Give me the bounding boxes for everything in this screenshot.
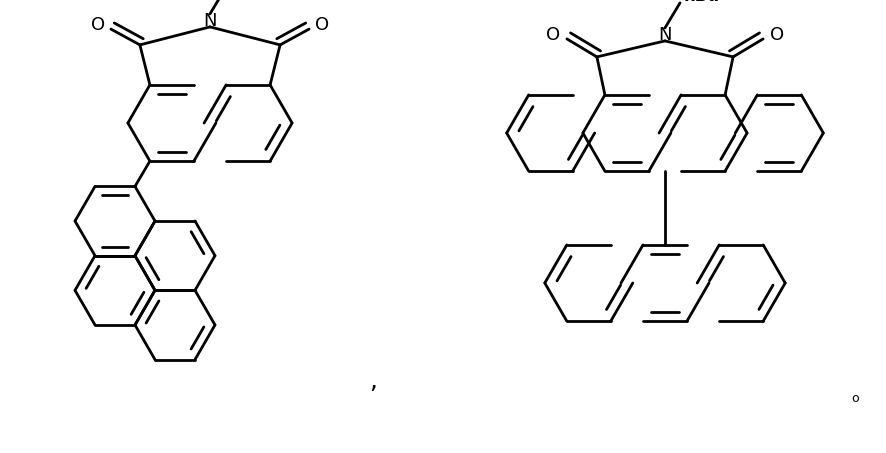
Text: ,: , xyxy=(369,369,377,393)
Text: N: N xyxy=(203,12,217,30)
Text: O: O xyxy=(770,26,784,44)
Text: o: o xyxy=(851,391,859,405)
Text: O: O xyxy=(91,16,105,34)
Text: O: O xyxy=(546,26,560,44)
Text: nBu: nBu xyxy=(684,0,720,5)
Text: N: N xyxy=(658,26,672,44)
Text: O: O xyxy=(315,16,329,34)
